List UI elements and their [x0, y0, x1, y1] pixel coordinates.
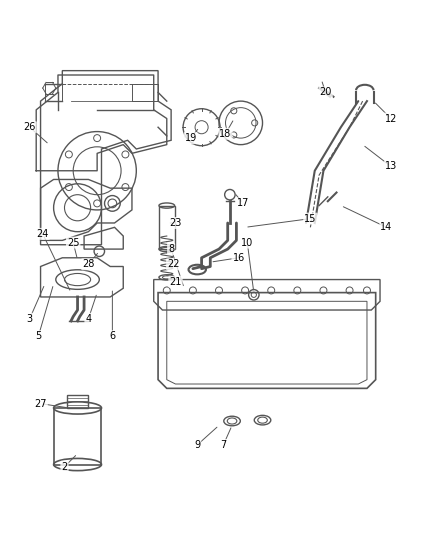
- Text: 10: 10: [241, 238, 254, 247]
- Text: 21: 21: [170, 277, 182, 287]
- Text: 6: 6: [110, 331, 116, 341]
- Text: 13: 13: [385, 161, 397, 172]
- Text: 15: 15: [304, 214, 317, 224]
- Text: 19: 19: [184, 133, 197, 143]
- Text: 20: 20: [319, 87, 332, 98]
- Text: 3: 3: [27, 314, 33, 324]
- Text: 27: 27: [34, 399, 47, 409]
- Text: 23: 23: [170, 218, 182, 228]
- Text: 17: 17: [237, 198, 249, 208]
- Text: 8: 8: [168, 244, 174, 254]
- Text: 22: 22: [167, 260, 180, 269]
- Bar: [159, 206, 175, 249]
- Bar: [67, 395, 88, 408]
- Text: 12: 12: [385, 114, 397, 124]
- Text: 7: 7: [220, 440, 226, 450]
- Bar: [45, 84, 62, 101]
- Bar: [53, 408, 102, 465]
- Text: 14: 14: [381, 222, 393, 232]
- Text: 26: 26: [24, 122, 36, 132]
- Text: 28: 28: [82, 260, 95, 269]
- Bar: [132, 84, 158, 101]
- Text: 4: 4: [85, 314, 92, 324]
- Text: 16: 16: [233, 253, 245, 263]
- Text: 5: 5: [35, 331, 42, 341]
- Text: 25: 25: [67, 238, 79, 247]
- Text: 2: 2: [61, 462, 67, 472]
- Text: 18: 18: [219, 129, 232, 139]
- Text: 24: 24: [36, 229, 49, 239]
- Text: 9: 9: [194, 440, 200, 450]
